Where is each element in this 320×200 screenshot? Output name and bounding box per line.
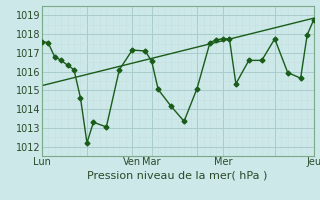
X-axis label: Pression niveau de la mer( hPa ): Pression niveau de la mer( hPa ) bbox=[87, 170, 268, 180]
